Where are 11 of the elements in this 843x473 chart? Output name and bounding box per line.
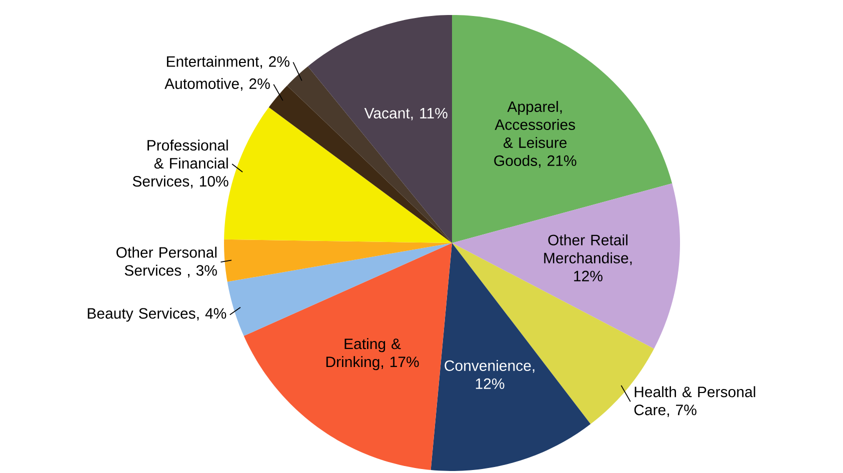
slice-label: Beauty Services, 4% [88,308,226,322]
slice-label: Convenience, 12% [444,360,534,389]
slice-label: Professional & Financial Services, 10% [132,140,228,188]
slice-label: Entertainment, 2% [166,56,290,69]
slice-label: Vacant, 11% [364,108,448,120]
slice-label: Apparel, Accessories & Leisure Goods, 21% [494,100,576,168]
slice-label: Health & Personal Care, 7% [634,386,756,417]
slice-label: Other Retail Merchandise, 12% [544,234,632,282]
slice-label: Other Personal Services , 3% [116,246,217,278]
slice-label: Automotive, 2% [164,78,270,91]
slice-label: Eating & Drinking, 17% [326,338,419,370]
